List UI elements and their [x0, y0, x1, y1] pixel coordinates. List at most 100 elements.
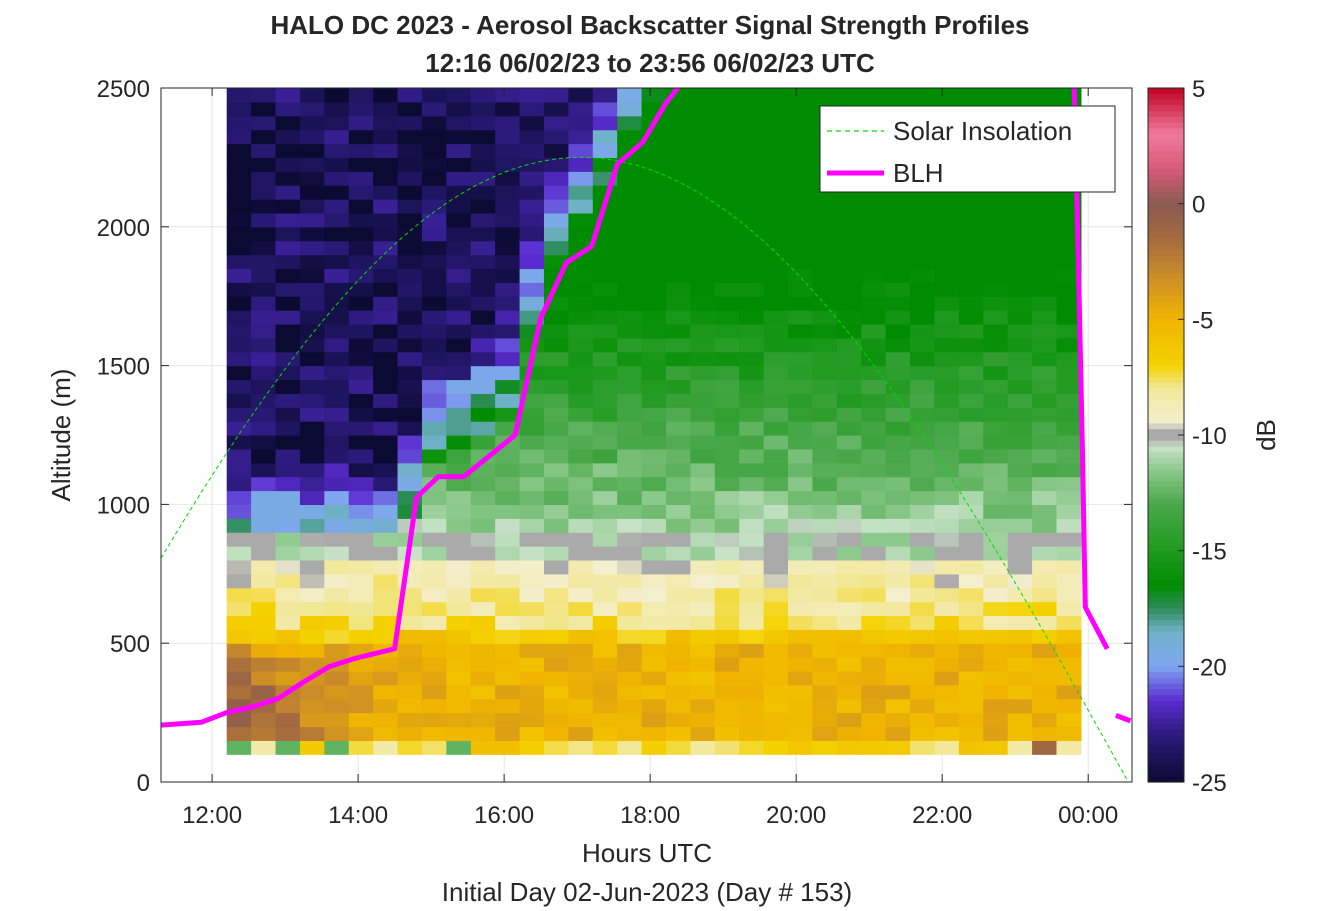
heatmap-cell — [421, 657, 447, 672]
heatmap-cell — [910, 199, 936, 214]
heatmap-cell — [1007, 712, 1033, 728]
heatmap-cell — [373, 379, 399, 394]
heatmap-cell — [910, 435, 936, 450]
heatmap-cell — [275, 212, 301, 228]
heatmap-cell — [470, 323, 496, 339]
heatmap-cell — [885, 462, 911, 478]
heatmap-cell — [1007, 296, 1033, 311]
heatmap-cell — [934, 365, 960, 381]
heatmap-cell — [1056, 684, 1082, 700]
heatmap-cell — [275, 323, 301, 339]
heatmap-cell — [592, 129, 618, 145]
colorbar-segment — [1148, 388, 1184, 396]
colorbar-segment — [1148, 116, 1184, 124]
heatmap-cell — [714, 407, 740, 422]
heatmap-cell — [934, 435, 960, 450]
heatmap-cell — [958, 351, 984, 367]
heatmap-cell — [421, 157, 447, 172]
heatmap-cell — [373, 712, 399, 728]
heatmap-cell — [666, 670, 692, 686]
heatmap-cell — [934, 712, 960, 728]
colorbar-segment — [1148, 232, 1184, 239]
heatmap-cell — [641, 698, 667, 714]
heatmap-cell — [1056, 504, 1082, 519]
heatmap-cell — [421, 115, 447, 131]
heatmap-cell — [568, 351, 594, 367]
heatmap-cell — [519, 518, 545, 533]
colorbar-segment — [1148, 724, 1184, 731]
heatmap-cell — [324, 407, 350, 422]
plot-frame — [160, 87, 1133, 783]
heatmap-cell — [958, 240, 984, 256]
heatmap-cell — [324, 351, 350, 367]
heatmap-cell — [568, 657, 594, 672]
heatmap-cell — [788, 601, 814, 617]
heatmap-cell — [958, 212, 984, 228]
heatmap-cell — [666, 282, 692, 297]
heatmap-cell — [324, 490, 350, 505]
heatmap-cell — [470, 448, 496, 464]
heatmap-cell — [836, 629, 862, 644]
heatmap-cell — [226, 379, 252, 394]
heatmap-cell — [958, 393, 984, 408]
heatmap-cell — [446, 615, 472, 630]
heatmap-cell — [299, 379, 325, 394]
colorbar-segment — [1148, 180, 1184, 187]
heatmap-cell — [1056, 379, 1082, 394]
heatmap-cell — [348, 532, 374, 547]
heatmap-cell — [1056, 435, 1082, 450]
colorbar-segment — [1148, 134, 1184, 141]
heatmap-cell — [1032, 740, 1058, 755]
heatmap-cell — [885, 573, 911, 589]
heatmap-cell — [666, 101, 692, 117]
colorbar-segment — [1148, 706, 1184, 714]
heatmap-cell — [348, 629, 374, 644]
heatmap-cell — [397, 88, 423, 103]
heatmap-cell — [641, 365, 667, 381]
colorbar-segment — [1148, 550, 1184, 558]
heatmap-cell — [812, 601, 838, 617]
heatmap-cell — [910, 421, 936, 436]
heatmap-cell — [275, 740, 301, 755]
heatmap-cell — [836, 740, 862, 755]
heatmap-cell — [324, 88, 350, 103]
heatmap-cell — [568, 643, 594, 658]
heatmap-cell — [543, 143, 569, 158]
heatmap-cell — [275, 657, 301, 672]
heatmap-cell — [885, 310, 911, 325]
heatmap-cell — [373, 323, 399, 339]
heatmap-cell — [934, 684, 960, 700]
heatmap-cell — [373, 101, 399, 117]
heatmap-cell — [1032, 379, 1058, 394]
heatmap-cell — [446, 421, 472, 436]
colorbar-segment — [1148, 753, 1184, 760]
heatmap-cell — [836, 379, 862, 394]
heatmap-cell — [690, 629, 716, 644]
heatmap-cell — [739, 643, 765, 658]
heatmap-cell — [275, 601, 301, 617]
heatmap-cell — [519, 670, 545, 686]
heatmap-cell — [934, 282, 960, 297]
heatmap-cell — [934, 393, 960, 408]
heatmap-cell — [495, 240, 521, 256]
heatmap-cell — [299, 185, 325, 200]
heatmap-cell — [421, 421, 447, 436]
heatmap-cell — [519, 462, 545, 478]
heatmap-cell — [275, 698, 301, 714]
heatmap-cell — [788, 282, 814, 297]
heatmap-cell — [348, 379, 374, 394]
heatmap-cell — [592, 657, 618, 672]
heatmap-cell — [446, 684, 472, 700]
heatmap-cell — [543, 490, 569, 505]
heatmap-cell — [251, 88, 277, 103]
heatmap-cell — [739, 698, 765, 714]
colorbar-segment — [1148, 365, 1184, 372]
heatmap-cell — [788, 684, 814, 700]
heatmap-cell — [446, 407, 472, 422]
heatmap-cell — [275, 462, 301, 478]
heatmap-cell — [958, 740, 984, 755]
heatmap-cell — [763, 532, 789, 547]
heatmap-cell — [495, 573, 521, 589]
heatmap-cell — [934, 726, 960, 741]
